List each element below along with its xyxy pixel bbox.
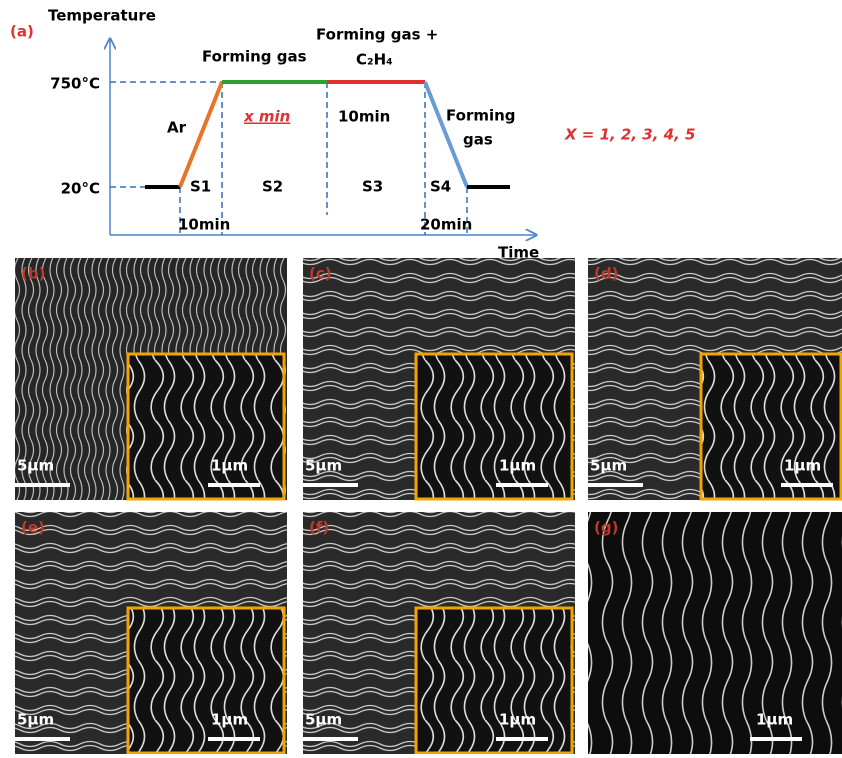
stage: S4	[430, 178, 451, 196]
panel-label: (c)	[309, 265, 332, 283]
scale-bar	[781, 483, 833, 487]
stage: S1	[190, 178, 211, 196]
scale-bar	[15, 483, 70, 487]
y-axis-label: Temperature	[48, 7, 156, 25]
scale-label: 5μm	[305, 711, 342, 729]
scale-label: 1μm	[211, 457, 248, 475]
panel-label: (g)	[594, 519, 618, 537]
scale-bar	[588, 483, 643, 487]
temperature: 20°C	[61, 180, 100, 198]
scale-label: 1μm	[499, 457, 536, 475]
scale-label: 1μm	[211, 711, 248, 729]
note: X = 1, 2, 3, 4, 5	[564, 126, 695, 144]
panel-label: (e)	[21, 519, 45, 537]
scale-bar	[750, 737, 802, 741]
scale-bar	[303, 483, 358, 487]
scale-label: 1μm	[756, 711, 793, 729]
figure: (a) Temperature Time 750°C 20°C S1 S2 S3…	[0, 0, 842, 754]
panel-label: (a)	[10, 23, 34, 41]
inset	[128, 608, 284, 753]
scale-bar	[303, 737, 358, 741]
gas: Forming	[446, 107, 516, 125]
scale-label: 1μm	[784, 457, 821, 475]
panel-label: (b)	[21, 265, 45, 283]
duration: 10min	[338, 108, 390, 126]
duration: 10min	[178, 216, 230, 234]
scale-bar	[208, 483, 260, 487]
gas: gas	[463, 131, 493, 149]
inset	[701, 354, 841, 499]
gas: Forming gas +	[316, 26, 438, 44]
scale-bar	[15, 737, 70, 741]
scale-label: 1μm	[499, 711, 536, 729]
stage: S2	[262, 178, 283, 196]
gas: C₂H₄	[356, 51, 393, 69]
temperature: 750°C	[50, 75, 100, 93]
guides	[110, 82, 467, 235]
inset	[416, 354, 572, 499]
inset	[416, 608, 572, 753]
inset	[128, 354, 284, 499]
gas: Ar	[167, 119, 187, 137]
panel-label: (f)	[309, 519, 329, 537]
scale-label: 5μm	[17, 711, 54, 729]
sem-image	[588, 512, 842, 754]
panel-a: (a) Temperature Time 750°C 20°C S1 S2 S3…	[10, 7, 695, 262]
gas: Forming gas	[202, 48, 307, 66]
scale-label: 5μm	[305, 457, 342, 475]
stage: S3	[362, 178, 383, 196]
scale-bar	[496, 737, 548, 741]
scale-bar	[496, 483, 548, 487]
panel-label: (d)	[594, 265, 618, 283]
scale-label: 5μm	[590, 457, 627, 475]
duration: x min	[243, 108, 290, 126]
scale-bar	[208, 737, 260, 741]
duration: 20min	[420, 216, 472, 234]
scale-label: 5μm	[17, 457, 54, 475]
